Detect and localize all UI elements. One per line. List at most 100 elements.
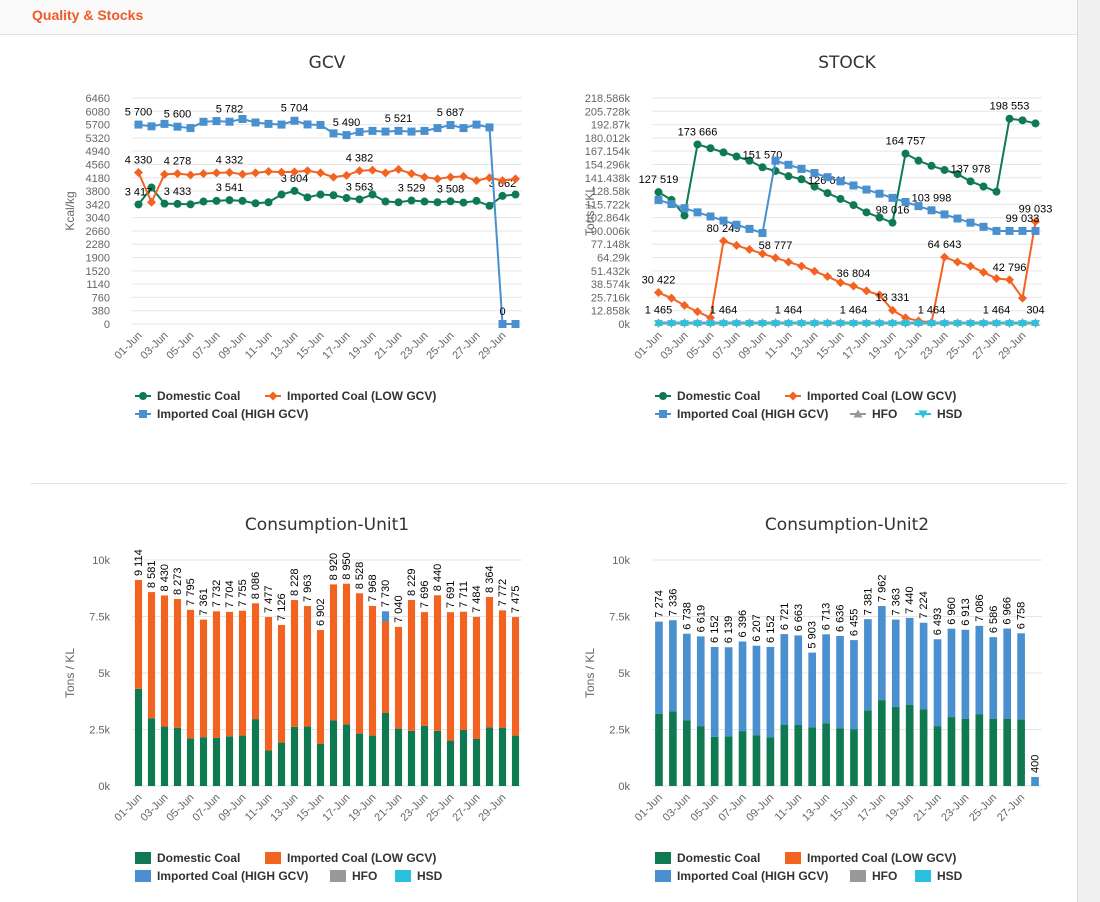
bar-segment xyxy=(752,735,761,786)
bar-segment xyxy=(134,688,143,786)
y-tick-label: 167.154k xyxy=(585,146,631,158)
x-tick-label: 03-Jun xyxy=(658,330,690,362)
bar-total-label: 8 920 xyxy=(328,553,340,581)
data-point xyxy=(914,156,923,165)
bar-segment xyxy=(905,617,914,705)
data-point xyxy=(693,307,702,317)
data-point xyxy=(381,168,390,178)
data-point xyxy=(654,288,663,298)
bar-segment xyxy=(472,616,481,739)
data-point xyxy=(758,249,767,259)
chart-title: Consumption-Unit2 xyxy=(765,515,929,535)
data-point xyxy=(927,206,936,215)
bar-total-label: 7 274 xyxy=(653,590,665,618)
data-point xyxy=(797,261,806,271)
data-point xyxy=(940,320,949,329)
bar-segment xyxy=(316,743,325,786)
data-point xyxy=(433,124,442,133)
data-point xyxy=(1005,226,1014,235)
data-point xyxy=(901,149,910,158)
data-point xyxy=(875,189,884,198)
bar-segment xyxy=(1017,719,1025,786)
panel-header xyxy=(0,0,1077,35)
data-point xyxy=(888,193,897,202)
bar-total-label: 7 772 xyxy=(497,579,509,607)
data-point xyxy=(485,123,494,132)
bar-segment xyxy=(381,621,390,714)
bar-segment xyxy=(316,630,325,744)
legend-swatch xyxy=(785,852,801,864)
bar-segment xyxy=(420,612,429,726)
x-tick-label: 17-Jun xyxy=(320,330,352,362)
bar-total-label: 7 732 xyxy=(211,580,223,608)
bar-segment xyxy=(160,595,169,727)
bar-total-label: 6 636 xyxy=(835,604,847,632)
y-tick-label: 192.87k xyxy=(591,120,631,132)
bar-total-label: 6 152 xyxy=(765,615,777,643)
x-tick-label: 25-Jun xyxy=(424,330,456,362)
legend-label: HFO xyxy=(872,869,897,883)
data-label: 4 278 xyxy=(164,156,192,168)
bar-total-label: 7 224 xyxy=(918,591,930,619)
data-point xyxy=(966,177,975,186)
data-point xyxy=(693,320,702,329)
y-tick-label: 0k xyxy=(618,781,630,793)
data-point xyxy=(225,167,234,177)
bar-segment xyxy=(864,710,872,786)
data-point xyxy=(186,124,195,133)
legend-label: Imported Coal (HIGH GCV) xyxy=(677,407,828,421)
bar-segment xyxy=(459,611,468,730)
bar-total-label: 8 581 xyxy=(146,561,158,589)
data-point xyxy=(849,320,858,329)
bar-segment xyxy=(199,737,208,786)
data-point xyxy=(862,208,871,217)
bar-segment xyxy=(147,592,156,719)
legend-swatch xyxy=(850,870,866,882)
data-point xyxy=(368,190,377,199)
data-point xyxy=(238,196,247,205)
y-tick-label: 1520 xyxy=(86,266,110,278)
x-tick-label: 19-Jun xyxy=(346,330,378,362)
legend-item: Imported Coal (HIGH GCV) xyxy=(655,869,828,883)
x-tick-label: 01-Jun xyxy=(633,792,665,824)
series-hsd xyxy=(654,320,1040,329)
data-point xyxy=(446,172,455,182)
data-point xyxy=(823,320,832,329)
bar-total-label: 6 713 xyxy=(821,603,833,631)
data-label: 58 777 xyxy=(759,240,793,252)
bar-segment xyxy=(186,609,195,739)
legend: Domestic Coal Imported Coal (LOW GCV) Impo… xyxy=(135,389,436,421)
data-point xyxy=(264,198,273,207)
x-tick-label: 21-Jun xyxy=(892,330,924,362)
data-point xyxy=(511,320,520,328)
bar-total-label: 6 586 xyxy=(988,606,1000,634)
data-point xyxy=(186,170,195,180)
data-point xyxy=(498,191,507,200)
legend-item: HFO xyxy=(850,869,897,883)
data-point xyxy=(407,127,416,136)
data-point xyxy=(1031,119,1040,128)
bar-segment xyxy=(251,603,260,720)
data-point xyxy=(667,320,676,329)
legend-marker xyxy=(139,410,147,418)
x-tick-label: 07-Jun xyxy=(716,792,748,824)
data-point xyxy=(654,195,663,204)
data-label: 5 700 xyxy=(125,107,153,119)
legend-swatch xyxy=(655,870,671,882)
legend-item: Imported Coal (LOW GCV) xyxy=(785,851,956,865)
bar-total-label: 7 361 xyxy=(198,588,210,616)
legend-item: Imported Coal (HIGH GCV) xyxy=(135,869,308,883)
data-point xyxy=(836,194,845,203)
bar-total-label: 7 040 xyxy=(393,595,405,623)
data-point xyxy=(693,140,702,149)
bar-segment xyxy=(251,719,260,786)
legend-swatch xyxy=(915,870,931,882)
bar-segment xyxy=(186,738,195,786)
x-tick-label: 07-Jun xyxy=(190,330,222,362)
data-point xyxy=(667,293,676,303)
bar-segment xyxy=(989,718,998,786)
data-point xyxy=(745,156,754,165)
y-tick-label: 2660 xyxy=(86,226,110,238)
bar-segment xyxy=(975,714,984,786)
data-label: 173 666 xyxy=(678,126,718,138)
